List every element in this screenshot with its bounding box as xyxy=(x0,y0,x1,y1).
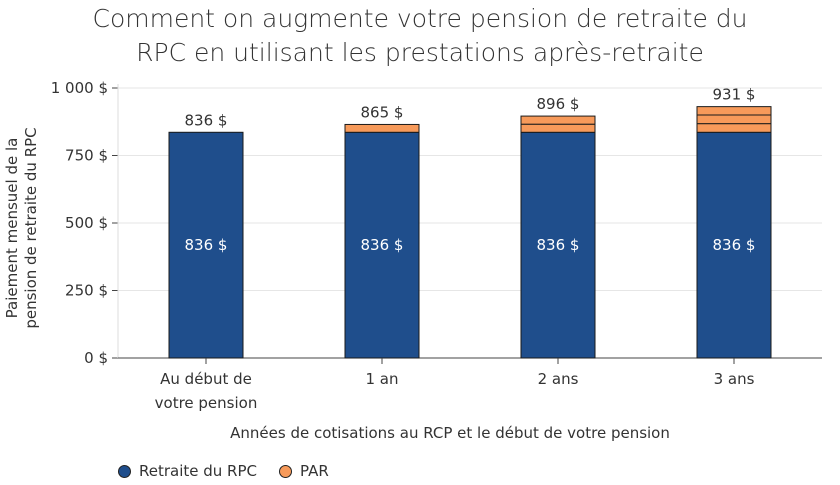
bar-par-segment xyxy=(696,106,772,116)
y-tick-label: 750 $ xyxy=(65,147,108,165)
legend: Retraite du RPC PAR xyxy=(118,462,351,480)
bar-value-label: 836 $ xyxy=(713,236,756,254)
y-tick-label: 0 $ xyxy=(84,349,108,367)
x-tick-label: votre pension xyxy=(155,394,258,412)
legend-label-retraite: Retraite du RPC xyxy=(139,462,258,480)
y-tick-label: 250 $ xyxy=(65,282,108,300)
x-tick-label: Au début de xyxy=(160,370,252,388)
y-axis-title-line-2: pension de retraite du RPC xyxy=(22,127,40,329)
bar-retraite xyxy=(344,131,420,359)
bar-par-segment xyxy=(520,115,596,125)
x-axis-title: Années de cotisations au RCP et le début… xyxy=(230,424,670,442)
bar-retraite xyxy=(168,131,244,359)
y-axis-title-line-1: Paiement mensuel de la xyxy=(3,137,21,319)
bar-par-segment xyxy=(696,114,772,125)
bar-value-label: 836 $ xyxy=(537,236,580,254)
bar-value-label: 836 $ xyxy=(361,236,404,254)
x-tick-label: 2 ans xyxy=(538,370,579,388)
legend-swatch-retraite xyxy=(118,464,131,478)
legend-item-retraite[interactable]: Retraite du RPC xyxy=(118,462,257,480)
bar-total-label: 836 $ xyxy=(185,111,228,129)
bar-value-label: 836 $ xyxy=(185,236,228,254)
bar-total-label: 896 $ xyxy=(537,95,580,113)
legend-label-par: PAR xyxy=(300,462,329,480)
chart-title-line-1: Comment on augmente votre pension de ret… xyxy=(92,4,748,33)
bar-par-segment xyxy=(696,123,772,133)
legend-item-par[interactable]: PAR xyxy=(279,462,329,480)
y-tick-label: 1 000 $ xyxy=(51,79,108,97)
y-tick-label: 500 $ xyxy=(65,214,108,232)
x-tick-label: 1 an xyxy=(365,370,398,388)
bar-par-segment xyxy=(344,123,420,133)
x-tick-label: 3 ans xyxy=(714,370,755,388)
bar-par-segment xyxy=(520,123,596,133)
bar-retraite xyxy=(520,131,596,359)
chart-title-line-2: RPC en utilisant les prestations après-r… xyxy=(136,38,704,67)
bar-total-label: 865 $ xyxy=(361,103,404,121)
bar-total-label: 931 $ xyxy=(713,86,756,104)
legend-swatch-par xyxy=(279,464,293,478)
